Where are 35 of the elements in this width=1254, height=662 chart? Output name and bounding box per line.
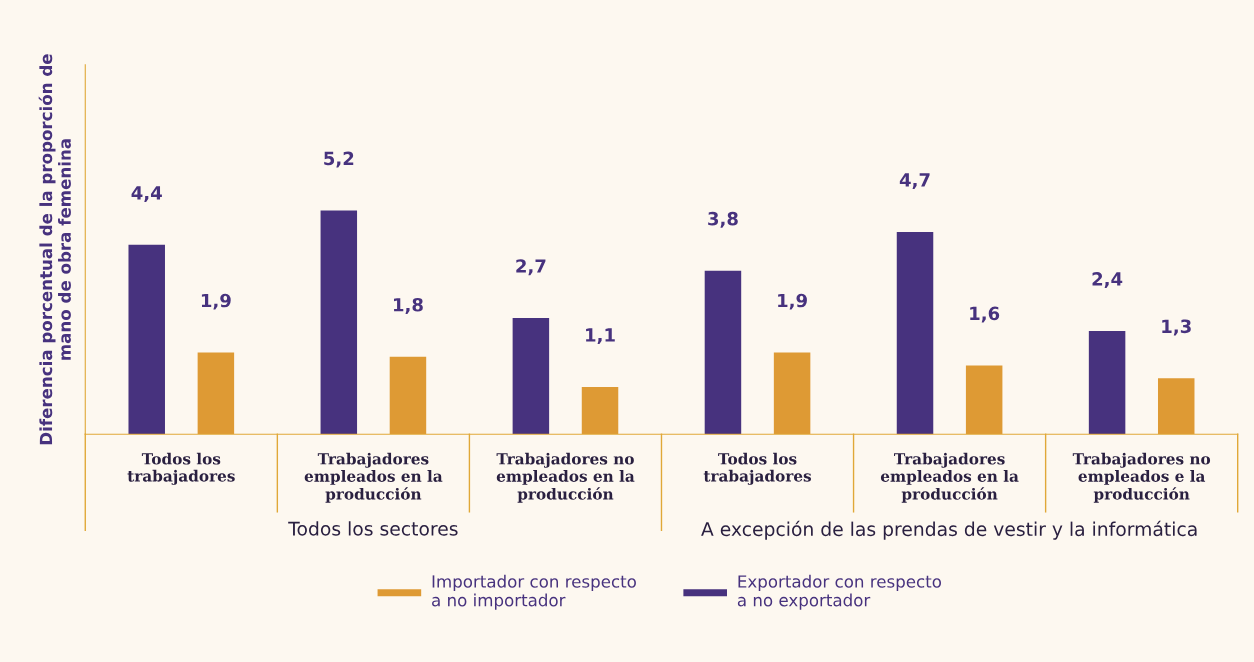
bar [965,365,1003,435]
data-label: 2,7 [516,259,546,276]
text: Todos los sectores [288,521,458,536]
data-label: 4,7 [899,173,930,190]
bar [128,244,165,435]
bar [197,352,235,435]
legend-label: Importador con respecto a no importador [432,574,636,610]
x-tick-label: Trabajadores empleados en la producción [304,452,443,503]
bar [389,356,427,435]
legend-label: Exportador con respecto a no exportador [737,574,942,610]
data-label: 1,3 [1162,319,1191,336]
bar [896,231,934,435]
data-label: 4,4 [131,186,162,202]
x-tick-label: Todos los trabajadores [127,452,235,485]
bar [512,318,550,435]
bar [1088,330,1126,435]
data-label: 3,8 [708,211,738,228]
data-label: 1,9 [778,293,807,310]
y-axis-title: Diferencia porcentual de la proporción de mano de obra femenina [38,54,71,445]
bar [320,210,358,435]
bar [704,270,742,435]
x-tick-label: Trabajadores no empleados e la producción [1072,452,1211,503]
bar [581,386,619,435]
data-label: 1,9 [201,293,231,310]
x-tick-label: Trabajadores no empleados en la producción [496,452,635,503]
data-label: 1,1 [586,328,615,345]
data-label: 5,2 [324,151,354,168]
bar [773,352,811,435]
data-label: 1,8 [394,297,423,314]
x-tick-label: Todos los trabajadores [703,452,812,485]
data-label: 1,6 [970,306,1000,323]
data-label: 2,4 [1092,272,1123,289]
x-tick-label: Trabajadores empleados en la producción [880,452,1019,503]
text: A excepción de las prendas de vestir y la informática [701,520,1197,540]
bar [1157,378,1195,435]
